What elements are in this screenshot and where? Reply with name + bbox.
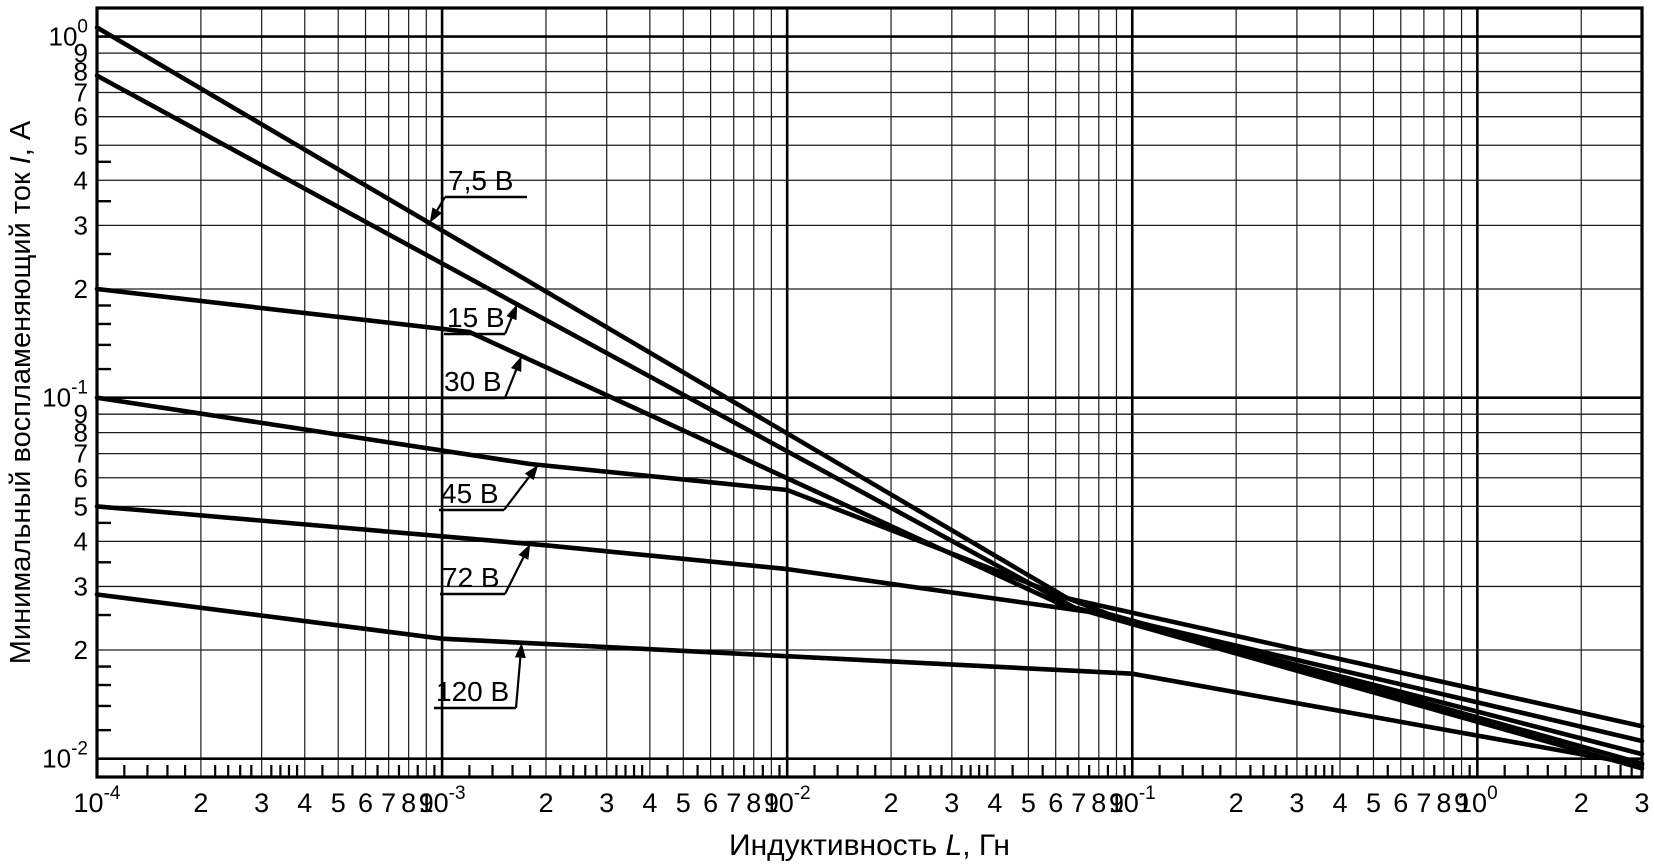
x-tick-label-decade: 10-3 [419, 783, 466, 818]
x-tick-label-decade: 10-4 [74, 783, 121, 818]
x-tick-label: 4 [642, 788, 657, 818]
curve-label: 72 В [442, 562, 500, 593]
plot-border [95, 6, 1644, 779]
x-tick-label: 9 [1454, 788, 1469, 818]
x-tick-label: 9 [419, 788, 434, 818]
x-tick-label: 8 [401, 788, 416, 818]
x-tick-label: 4 [297, 788, 312, 818]
y-tick-label: 2 [74, 274, 88, 304]
x-tick-label: 5 [676, 788, 691, 818]
x-tick-label: 7 [1416, 788, 1431, 818]
x-tick-label-decade: 10-2 [764, 783, 811, 818]
y-tick-label: 8 [74, 57, 88, 87]
x-tick-label: 3 [1289, 788, 1304, 818]
y-tick-label: 5 [74, 130, 88, 160]
x-tick-label: 3 [944, 788, 959, 818]
curve-label: 7,5 В [448, 165, 513, 196]
leader-line [436, 196, 446, 211]
leader-arrowhead-icon [524, 464, 539, 481]
y-tick-label: 8 [74, 418, 88, 448]
y-tick-label: 4 [74, 526, 88, 556]
leader-line [503, 369, 518, 399]
curve-0 [94, 25, 1645, 729]
curves [94, 25, 1645, 771]
x-tick-label: 8 [1436, 788, 1451, 818]
x-tick-label: 5 [1021, 788, 1036, 818]
leader-line [504, 556, 525, 595]
x-tick-label: 2 [884, 788, 899, 818]
x-tick-label: 6 [358, 788, 373, 818]
y-tick-label: 2 [74, 635, 88, 665]
y-tick-label: 6 [74, 463, 88, 493]
x-tick-label: 9 [764, 788, 779, 818]
y-tick-label: 7 [74, 78, 88, 108]
y-tick-label: 9 [74, 399, 88, 429]
curve-3 [94, 395, 1645, 766]
x-tick-label: 8 [746, 788, 761, 818]
curve-4 [94, 504, 1645, 771]
x-tick-label: 3 [599, 788, 614, 818]
y-tick-label-decade: 10-1 [42, 378, 88, 413]
x-tick-label: 6 [1393, 788, 1408, 818]
x-tick-label-decade: 100 [1457, 783, 1498, 818]
y-tick-label: 7 [74, 439, 88, 469]
y-tick-label: 6 [74, 102, 88, 132]
curve-label: 45 В [441, 478, 499, 509]
x-tick-label: 3 [1634, 788, 1649, 818]
leader-line [503, 476, 531, 511]
curve-5 [94, 592, 1645, 768]
curve-1 [94, 73, 1645, 744]
leader-arrowhead-icon [506, 304, 518, 321]
leader-arrowhead-icon [510, 356, 522, 373]
x-tick-label: 5 [1366, 788, 1381, 818]
x-tick-label: 2 [538, 788, 553, 818]
curve-label: 120 В [436, 676, 509, 707]
y-tick-label: 5 [74, 491, 88, 521]
y-tick-label-decade: 10-2 [42, 739, 88, 774]
y-axis-title: Минимальный воспламеняющий ток I, А [5, 120, 37, 664]
x-tick-label: 4 [987, 788, 1002, 818]
x-tick-label: 8 [1091, 788, 1106, 818]
x-tick-label-decade: 10-1 [1109, 783, 1156, 818]
leader-arrowhead-icon [514, 642, 526, 659]
y-tick-label: 4 [74, 165, 88, 195]
x-tick-label: 2 [193, 788, 208, 818]
x-tick-label: 6 [1048, 788, 1063, 818]
x-tick-label: 7 [381, 788, 396, 818]
x-tick-label: 2 [1574, 788, 1589, 818]
curve-label: 15 В [447, 302, 505, 333]
y-tick-label: 3 [74, 571, 88, 601]
x-tick-label: 9 [1109, 788, 1124, 818]
axis-ticks [97, 160, 1633, 777]
x-tick-label: 4 [1333, 788, 1348, 818]
leader-arrowhead-icon [518, 543, 531, 560]
y-tick-label: 3 [74, 210, 88, 240]
curve-annotations: 7,5 В 15 В 30 В 45 В 72 В 120 В [429, 165, 539, 710]
x-tick-label: 6 [703, 788, 718, 818]
leader-arrowhead-icon [429, 207, 442, 224]
axis-labels: 10-4 2 3 4 5 6 7 8 910-3 2 3 4 5 6 7 8 910-2 2 3 4 5 6 7 8 910-1… [5, 17, 1650, 862]
x-tick-label: 2 [1229, 788, 1244, 818]
x-tick-label: 3 [254, 788, 269, 818]
x-tick-label: 5 [331, 788, 346, 818]
curve-label: 30 В [444, 366, 502, 397]
x-tick-label: 7 [726, 788, 741, 818]
x-axis-title: Индуктивность L, Гн [729, 829, 1010, 862]
y-tick-label-decade: 100 [49, 17, 89, 52]
leader-line [503, 317, 513, 335]
y-tick-label: 9 [74, 38, 88, 68]
curve-2 [94, 286, 1645, 757]
x-tick-label: 7 [1071, 788, 1086, 818]
leader-line [514, 657, 522, 709]
